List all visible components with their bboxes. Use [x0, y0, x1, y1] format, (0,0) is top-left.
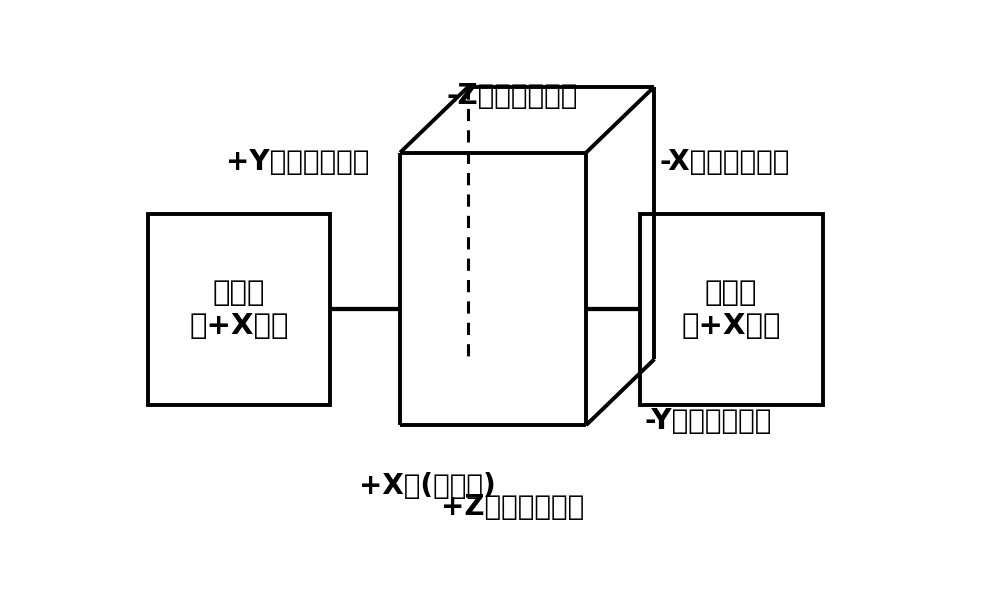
Bar: [148, 214, 330, 405]
Text: +Y面（左侧面）: +Y面（左侧面）: [226, 148, 369, 176]
Text: +X面(正前面): +X面(正前面): [359, 473, 496, 500]
Text: -X面（后背面）: -X面（后背面）: [660, 148, 790, 176]
Text: -Z面（上顶面）: -Z面（上顶面）: [447, 82, 578, 110]
Text: 帆板面
（+X面）: 帆板面 （+X面）: [189, 279, 289, 339]
Text: 帆板面
（+X面）: 帆板面 （+X面）: [681, 279, 781, 339]
Bar: [640, 214, 822, 405]
Text: +Z面（下底面）: +Z面（下底面）: [441, 493, 584, 521]
Text: -Y面（右侧面）: -Y面（右侧面）: [644, 407, 772, 435]
